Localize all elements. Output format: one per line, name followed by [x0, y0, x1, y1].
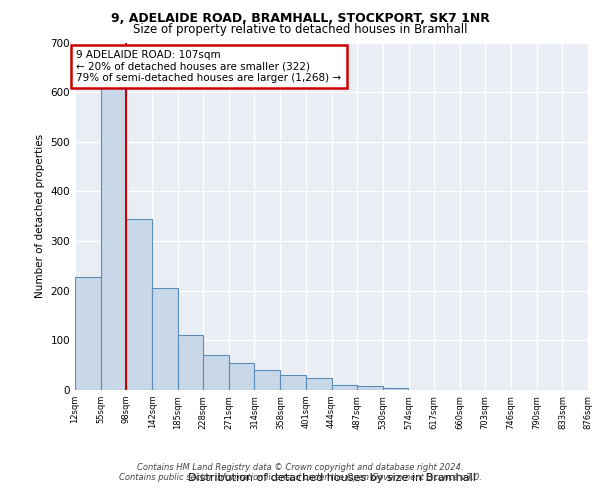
Bar: [229, 362, 254, 390]
Bar: [280, 375, 306, 390]
Y-axis label: Number of detached properties: Number of detached properties: [35, 134, 45, 298]
Bar: [75, 277, 101, 390]
Bar: [254, 370, 280, 390]
Bar: [126, 218, 152, 390]
Bar: [178, 336, 203, 390]
Bar: [383, 388, 408, 390]
Bar: [152, 288, 178, 390]
Bar: [357, 386, 383, 390]
Bar: [306, 378, 331, 390]
Text: Size of property relative to detached houses in Bramhall: Size of property relative to detached ho…: [133, 22, 467, 36]
Text: Contains HM Land Registry data © Crown copyright and database right 2024.: Contains HM Land Registry data © Crown c…: [137, 462, 463, 471]
Bar: [203, 355, 229, 390]
Text: 9, ADELAIDE ROAD, BRAMHALL, STOCKPORT, SK7 1NR: 9, ADELAIDE ROAD, BRAMHALL, STOCKPORT, S…: [110, 12, 490, 26]
Text: 9 ADELAIDE ROAD: 107sqm
← 20% of detached houses are smaller (322)
79% of semi-d: 9 ADELAIDE ROAD: 107sqm ← 20% of detache…: [76, 50, 341, 83]
Text: Contains public sector information licensed under the Open Government Licence v3: Contains public sector information licen…: [119, 472, 481, 482]
Bar: [101, 68, 126, 390]
X-axis label: Distribution of detached houses by size in Bramhall: Distribution of detached houses by size …: [188, 474, 475, 484]
Bar: [331, 385, 357, 390]
